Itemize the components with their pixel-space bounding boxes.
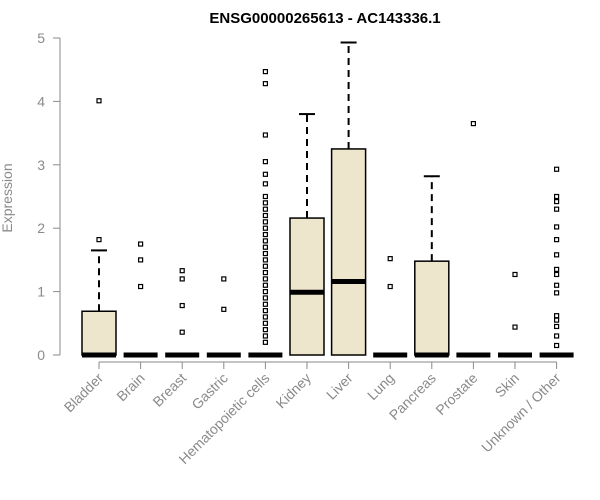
outlier-point (553, 342, 560, 349)
box-body (414, 260, 450, 356)
outlier-point (262, 200, 268, 206)
outlier-point (262, 257, 268, 263)
outlier-point (262, 314, 268, 320)
outlier-point (262, 308, 268, 314)
x-tick-label: Skin (492, 370, 523, 401)
outlier-point (96, 98, 102, 104)
box-hematopoietic-cells (248, 69, 283, 358)
outlier-point (262, 250, 268, 257)
x-tick-label: Lung (364, 370, 397, 403)
x-tick-label: Brain (113, 370, 147, 404)
box-brain (123, 241, 158, 358)
outlier-point (387, 256, 393, 262)
outlier-point (96, 237, 102, 243)
outlier-point (138, 241, 144, 247)
outlier-point (262, 231, 268, 238)
y-tick-label: 1 (37, 284, 45, 300)
box-bladder (81, 98, 117, 358)
outlier-point (221, 276, 227, 282)
outlier-point (138, 257, 144, 263)
outlier-point (221, 306, 227, 312)
outlier-point (262, 269, 268, 276)
outlier-point (179, 302, 185, 309)
outlier-point (262, 81, 268, 87)
outlier-point (512, 271, 518, 278)
outlier-point (262, 171, 268, 177)
outlier-point (553, 282, 560, 288)
outlier-point (179, 276, 185, 282)
box-body (330, 148, 367, 356)
outlier-point (179, 329, 185, 335)
outlier-point (262, 263, 268, 269)
outlier-point (553, 166, 560, 172)
x-tick-label: Prostate (432, 370, 480, 418)
box-body (81, 310, 117, 356)
outlier-point (138, 283, 144, 290)
box-lung (373, 256, 408, 358)
outlier-point (387, 283, 393, 290)
outlier-point (262, 327, 268, 333)
x-tick-label: Breast (149, 370, 189, 410)
outlier-point (262, 244, 268, 250)
outlier-point (262, 69, 268, 75)
y-tick-label: 0 (37, 347, 45, 363)
outlier-point (553, 237, 560, 243)
x-tick-label: Bladder (61, 370, 107, 416)
box-prostate (456, 120, 491, 358)
outlier-point (262, 225, 268, 231)
outlier-point (262, 276, 268, 282)
outlier-point (262, 193, 268, 200)
chart-title: ENSG00000265613 - AC143336.1 (209, 10, 440, 27)
outlier-point (262, 333, 268, 339)
axis-layer: 0 1 2 3 4 5 (37, 30, 558, 369)
outlier-point (553, 206, 560, 212)
outlier-point (553, 317, 560, 323)
outlier-point (262, 206, 268, 212)
outlier-point (553, 224, 560, 230)
outlier-point (262, 339, 268, 345)
y-tick-label: 5 (37, 30, 45, 46)
x-tick-label: Kidney (273, 370, 315, 412)
y-tick-label: 3 (37, 157, 45, 173)
outlier-point (262, 212, 268, 219)
outlier-point (553, 333, 560, 339)
y-tick-label: 4 (37, 93, 45, 109)
box-skin (498, 271, 532, 358)
outlier-point (553, 323, 560, 330)
y-axis-label: Expression (0, 163, 15, 232)
outlier-point (262, 238, 268, 244)
x-tick-label: Liver (323, 370, 356, 403)
outlier-point (262, 295, 268, 301)
box-pancreas (414, 175, 450, 358)
box-kidney (289, 113, 325, 356)
outlier-point (262, 132, 268, 138)
box-liver (330, 41, 367, 356)
outlier-point (553, 313, 560, 319)
outlier-point (553, 290, 560, 296)
outlier-point (262, 289, 268, 295)
outlier-point (262, 219, 268, 225)
outlier-point (262, 301, 268, 307)
outlier-point (470, 120, 476, 127)
outlier-point (553, 271, 560, 278)
outlier-point (262, 181, 268, 187)
outlier-point (262, 282, 268, 288)
box-unknown-other (539, 166, 574, 358)
x-tick-label: Unknown / Other (478, 370, 564, 456)
y-tick-label: 2 (37, 220, 45, 236)
outlier-point (512, 324, 518, 330)
outlier-point (553, 252, 560, 258)
plot-layer (81, 41, 574, 358)
outlier-point (179, 268, 185, 274)
outlier-point (553, 198, 560, 205)
outlier-point (553, 266, 560, 273)
box-body (289, 217, 325, 356)
outlier-point (262, 320, 268, 326)
box-breast (165, 268, 200, 358)
outlier-point (262, 159, 268, 165)
outlier-point (553, 193, 560, 200)
box-gastric (206, 276, 241, 358)
